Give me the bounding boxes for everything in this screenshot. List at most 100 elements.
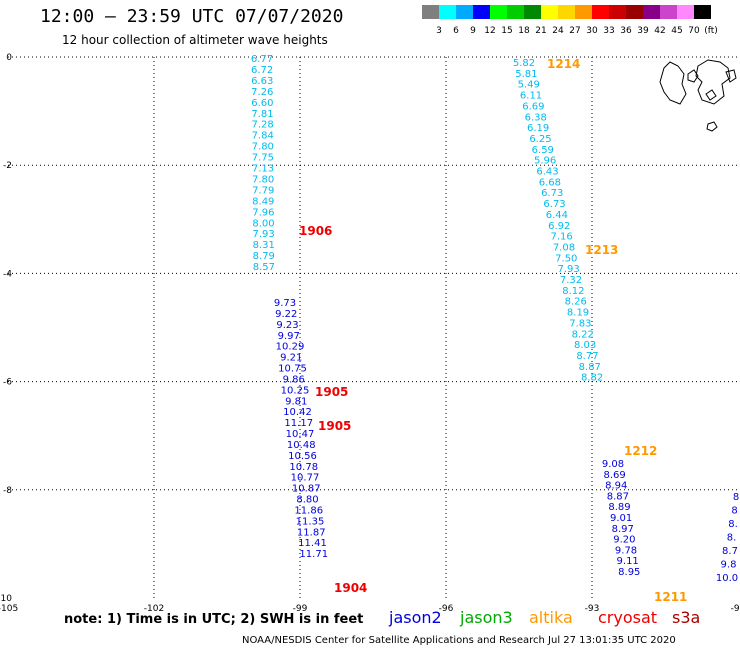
y-tick-label: -10 bbox=[0, 594, 12, 604]
swh-value: 9.86 bbox=[283, 374, 305, 385]
swh-value: 6.92 bbox=[548, 221, 570, 232]
legend-label: 24 bbox=[552, 26, 564, 36]
swh-value: 6.19 bbox=[527, 123, 549, 134]
legend-swatch bbox=[541, 5, 558, 19]
swh-value: 8.19 bbox=[567, 308, 589, 319]
swh-value: 7.93 bbox=[252, 229, 274, 240]
swh-value: 8.57 bbox=[253, 262, 275, 273]
legend-label: 9 bbox=[470, 26, 476, 36]
swh-value: 11.87 bbox=[297, 527, 326, 538]
swh-value: 11.86 bbox=[294, 505, 323, 516]
legend-swatch bbox=[473, 5, 490, 19]
legend-label: 18 bbox=[518, 26, 530, 36]
swh-value: 8.12 bbox=[562, 286, 584, 297]
swh-value: 10.0 bbox=[716, 573, 738, 584]
swh-value: 8.89 bbox=[608, 502, 630, 513]
swh-value: 7.80 bbox=[252, 142, 274, 153]
island-outline bbox=[705, 89, 717, 101]
legend-label: 39 bbox=[637, 26, 649, 36]
legend-swatch bbox=[660, 5, 677, 19]
swh-value: 6.68 bbox=[539, 177, 561, 188]
swh-value: 7.13 bbox=[252, 164, 274, 175]
legend-label: 12 bbox=[484, 26, 496, 36]
legend-label: 30 bbox=[586, 26, 598, 36]
swh-value: 6.25 bbox=[529, 134, 551, 145]
legend-label: 42 bbox=[654, 26, 666, 36]
swh-value: 6.11 bbox=[520, 91, 542, 102]
swh-value: 8.00 bbox=[252, 218, 274, 229]
swh-value: 9.23 bbox=[276, 320, 298, 331]
swh-value: 9.8 bbox=[721, 560, 737, 571]
swh-value: 7.32 bbox=[560, 275, 582, 286]
swh-value: 8.95 bbox=[618, 567, 640, 578]
swh-value: 7.26 bbox=[251, 87, 273, 98]
swh-value: 6.77 bbox=[251, 54, 273, 65]
swh-value: 6.60 bbox=[251, 98, 273, 109]
swh-value: 8.87 bbox=[607, 491, 629, 502]
swh-value: 11.71 bbox=[299, 549, 328, 560]
swh-value: 7.28 bbox=[251, 120, 273, 131]
legend-swatch bbox=[677, 5, 694, 19]
swh-value: 8.80 bbox=[296, 495, 318, 506]
satellite-jason2: jason2 bbox=[389, 608, 442, 627]
legend-swatch bbox=[558, 5, 575, 19]
swh-value: 7.81 bbox=[251, 109, 273, 120]
swh-value: 10.25 bbox=[281, 385, 310, 396]
legend-label: 36 bbox=[620, 26, 632, 36]
swh-value: 6.44 bbox=[546, 210, 568, 221]
legend-label: 15 bbox=[501, 26, 513, 36]
island-outline bbox=[695, 59, 731, 105]
swh-value: 8.26 bbox=[565, 297, 587, 308]
legend-swatch bbox=[592, 5, 609, 19]
island-outline bbox=[725, 69, 737, 83]
swh-value: 11.17 bbox=[284, 418, 313, 429]
legend-label: 70 bbox=[688, 26, 700, 36]
swh-value: 6.73 bbox=[541, 188, 563, 199]
swh-value: 10.42 bbox=[283, 407, 312, 418]
island-outline bbox=[706, 121, 718, 132]
swh-value: 9.20 bbox=[613, 535, 635, 546]
legend-swatch bbox=[643, 5, 660, 19]
swh-value: 7.08 bbox=[553, 242, 575, 253]
swh-value: 8.31 bbox=[253, 240, 275, 251]
legend-label: 45 bbox=[671, 26, 683, 36]
swh-value: 9.08 bbox=[602, 459, 624, 470]
swh-value: 6.63 bbox=[251, 76, 273, 87]
swh-value: 7.80 bbox=[252, 174, 274, 185]
map-title: 12:00 – 23:59 UTC 07/07/2020 bbox=[40, 6, 344, 27]
swh-value: 5.96 bbox=[534, 156, 556, 167]
satellite-jason3: jason3 bbox=[460, 608, 513, 627]
swh-value: 10.75 bbox=[278, 364, 307, 375]
x-tick-label: -102 bbox=[144, 604, 164, 614]
swh-value: 8.49 bbox=[252, 196, 274, 207]
swh-value: 8.77 bbox=[576, 351, 598, 362]
swh-value: 6.69 bbox=[522, 101, 544, 112]
swh-value: 9.78 bbox=[615, 545, 637, 556]
y-tick-label: -4 bbox=[3, 269, 12, 279]
x-tick-label: -96 bbox=[439, 604, 454, 614]
island-outline bbox=[687, 69, 699, 83]
swh-value: 5.82 bbox=[513, 58, 535, 69]
swh-value: 10.77 bbox=[291, 473, 320, 484]
swh-value: 10.87 bbox=[292, 484, 321, 495]
x-tick-label: -105 bbox=[0, 604, 18, 614]
legend-swatch bbox=[524, 5, 541, 19]
swh-value: 8. bbox=[728, 519, 738, 530]
legend-unit: (ft) bbox=[704, 26, 718, 36]
satellite-s3a: s3a bbox=[672, 608, 701, 627]
y-tick-label: -6 bbox=[3, 378, 12, 388]
legend-label: 6 bbox=[453, 26, 459, 36]
swh-value: 8.7 bbox=[722, 546, 738, 557]
swh-value: 8.03 bbox=[574, 340, 596, 351]
legend-swatch bbox=[456, 5, 473, 19]
swh-value: 7.16 bbox=[550, 232, 572, 243]
swh-value: 10.29 bbox=[276, 342, 305, 353]
satellite-altika: altika bbox=[529, 608, 573, 627]
swh-value: 6.72 bbox=[251, 65, 273, 76]
legend-label: 3 bbox=[436, 26, 442, 36]
swh-value: 10.47 bbox=[286, 429, 315, 440]
swh-value: 8.82 bbox=[581, 373, 603, 384]
x-tick-label: -93 bbox=[585, 604, 600, 614]
x-tick-label: -99 bbox=[293, 604, 308, 614]
